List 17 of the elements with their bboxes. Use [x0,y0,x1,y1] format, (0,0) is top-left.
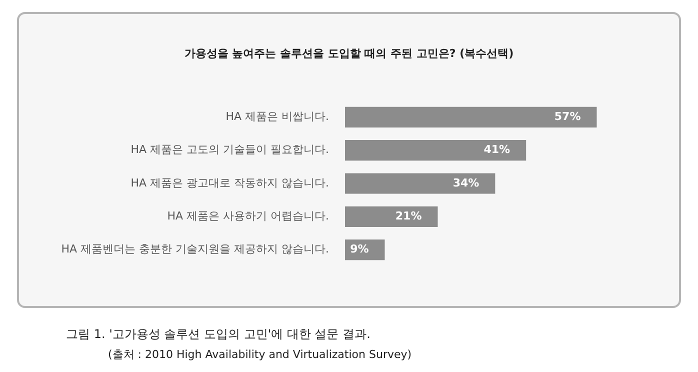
y-tick-label: HA 제품은 광고대로 작동하지 않습니다. [130,176,329,190]
data-label: 41% [484,143,510,156]
text: (출처 : 2010 High Availability and Virtualization Survey) [108,347,412,362]
data-label: 21% [395,210,422,223]
bar [345,206,438,227]
chart-title: 가용성을 높여주는 솔루션을 도입할 때의 주된 고민은? (복수선택) [183,46,515,61]
y-tick-label: HA 제품은 고도의 기술들이 필요합니다. [130,143,329,156]
data-label: 57% [554,110,581,124]
caption: 그림 1. '고가용성 솔루션 도입의 고민'에 대한 설문 결과. [66,326,370,343]
bar [345,140,526,161]
y-tick-label: HA 제품벤더는 충분한 기술지원을 제공하지 않습니다. [61,242,329,256]
data-label: 34% [452,176,480,190]
bar [345,106,597,128]
y-tick-label: HA 제품은 사용하기 어렵습니다. [167,210,329,223]
data-label: 9% [350,242,369,256]
bar [345,173,496,194]
y-tick-label: HA 제품은 비쌉니다. [226,110,329,124]
